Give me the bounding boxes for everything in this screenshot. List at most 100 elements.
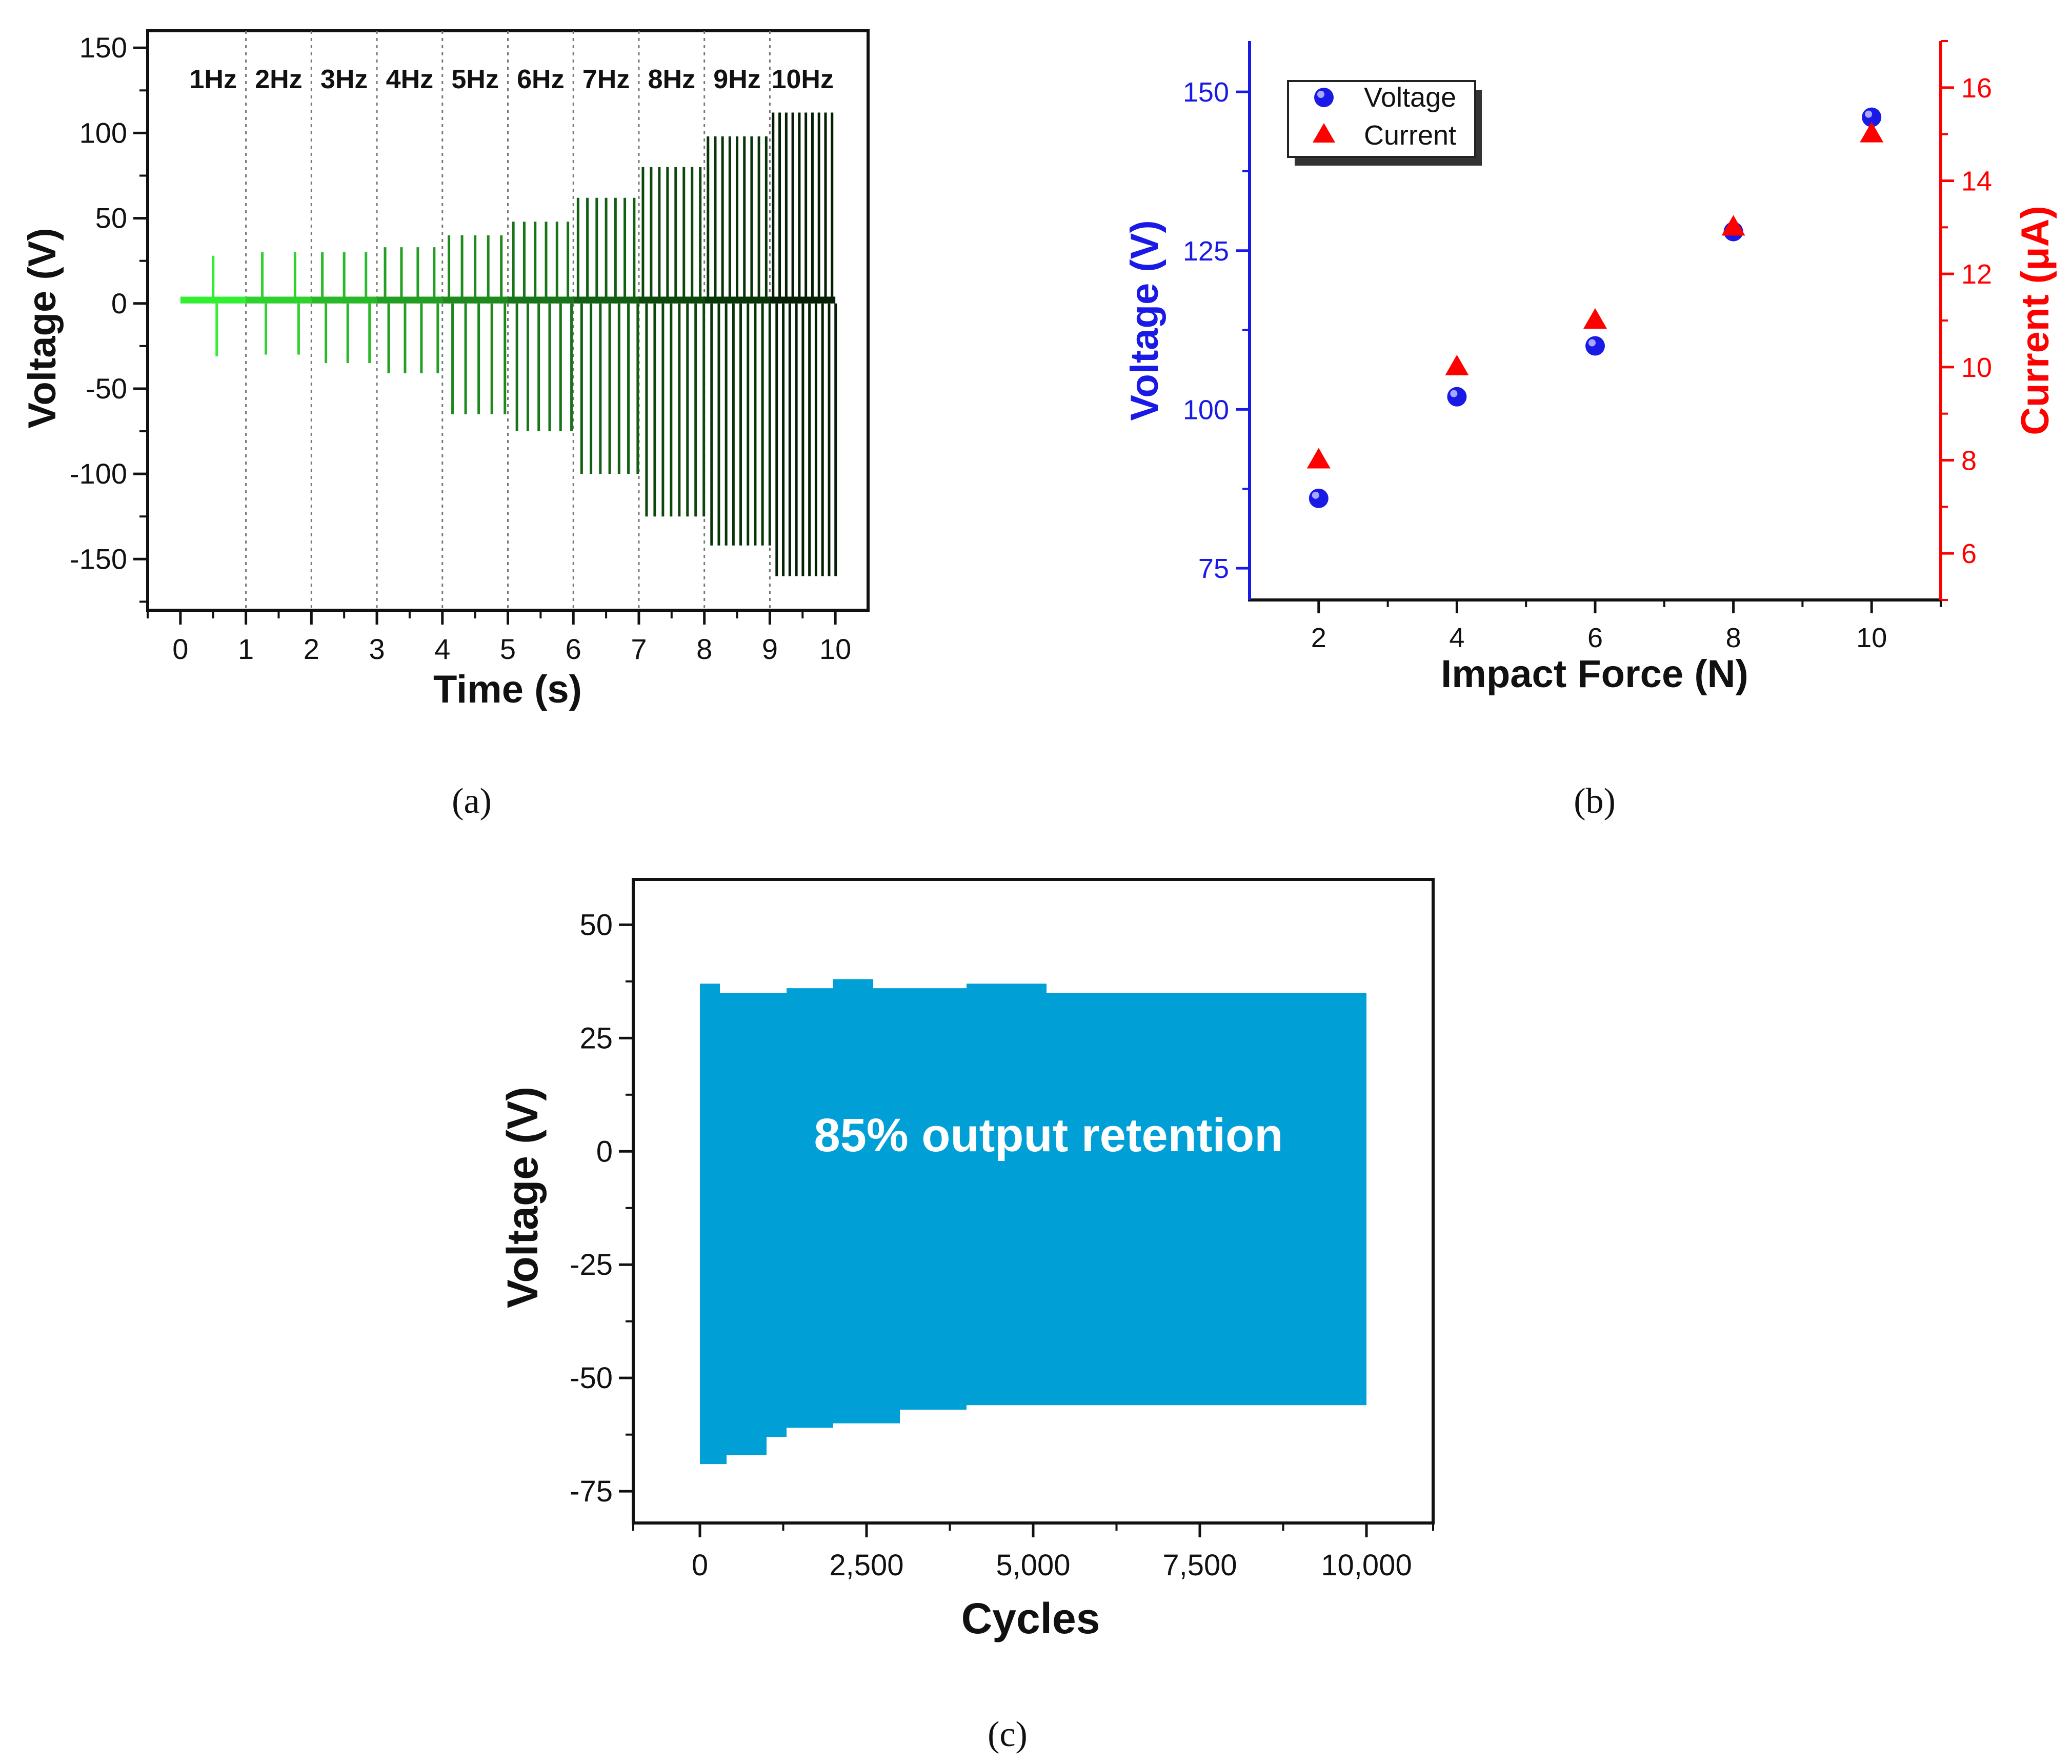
legend-current-marker [1313,123,1335,143]
panel-c-y-label: Voltage (V) [498,1087,547,1308]
x-tick-label: 4 [1449,623,1464,653]
panel-c-y-axis: -75 -50 -25 0 25 50 [570,908,633,1508]
current-point [1583,308,1607,329]
y-tick-label: 150 [79,31,127,64]
x-tick-label: 9 [762,633,778,665]
panel-a-frequency-labels: 1Hz 2Hz 3Hz 4Hz 5Hz 6Hz 7Hz 8Hz 9Hz 10Hz [189,65,833,94]
frequency-label: 3Hz [320,65,368,94]
right-y-tick-label: 14 [1961,166,1992,197]
voltage-point [1309,488,1329,508]
baseline-segment [246,296,312,304]
panel-a-caption: (a) [452,781,492,821]
right-y-tick-label: 8 [1961,446,1977,476]
x-tick-label: 7 [631,633,647,665]
x-tick-label: 2 [304,633,319,665]
panel-b-data-points [1306,107,1884,508]
x-tick-label: 10,000 [1321,1549,1412,1582]
y-tick-label: -50 [86,372,127,405]
y-tick-label: -25 [570,1248,613,1281]
y-tick-label: -75 [570,1475,613,1508]
frequency-label: 9Hz [713,65,760,94]
x-tick-label: 0 [692,1549,708,1582]
panel-c-annotation: 85% output retention [814,1109,1283,1161]
x-tick-label: 3 [369,633,385,665]
panel-b-left-y-axis: 75 100 125 150 [1183,41,1251,600]
frequency-label: 4Hz [386,65,433,94]
voltage-point-highlight [1312,491,1319,499]
frequency-label: 2Hz [255,65,302,94]
panel-a-x-axis: 0 1 2 3 4 5 6 7 8 9 10 [147,610,851,665]
right-y-tick-label: 6 [1961,538,1977,569]
x-tick-label: 4 [434,633,450,665]
panel-a-y-label: Voltage (V) [21,228,64,428]
panel-a-y-axis: -150 -100 -50 0 50 100 150 [70,31,148,603]
current-point [1445,354,1469,375]
panel-b-caption: (b) [1574,781,1616,821]
frequency-label: 6Hz [517,65,564,94]
right-y-tick-label: 16 [1961,73,1992,104]
x-tick-label: 2,500 [829,1549,903,1582]
y-tick-label: -50 [570,1361,613,1395]
panel-b-legend: Voltage Current [1287,80,1482,166]
x-tick-label: 6 [566,633,581,665]
panel-b-x-axis: 2 4 6 8 10 [1311,600,1942,653]
frequency-label: 8Hz [648,65,695,94]
x-tick-label: 5 [500,633,516,665]
y-tick-label: -150 [70,543,127,575]
x-tick-label: 2 [1311,623,1326,653]
left-y-tick-label: 125 [1183,236,1229,267]
panel-a-frequency-dividers [245,31,771,610]
frequency-label: 5Hz [451,65,498,94]
panel-b-right-y-axis: 6 8 10 12 14 16 [1939,40,1992,601]
frequency-label: 10Hz [772,65,834,94]
voltage-point [1447,387,1467,407]
y-tick-label: 100 [79,116,127,149]
left-y-tick-label: 100 [1183,394,1229,425]
frequency-label: 1Hz [189,65,236,94]
voltage-point-highlight [1865,110,1873,118]
current-point [1860,122,1884,143]
y-tick-label: 0 [111,287,127,319]
panel-b-right-y-label: Current (μA) [2014,206,2057,435]
panel-a-voltage-vs-time: 1Hz 2Hz 3Hz 4Hz 5Hz 6Hz 7Hz 8Hz 9Hz 10Hz 0 1 2 3 4 5 6 7… [21,29,870,821]
x-tick-label: 0 [172,633,188,665]
panel-a-voltage-trace [180,112,837,576]
y-tick-label: 25 [579,1021,613,1055]
x-tick-label: 8 [696,633,712,665]
voltage-point-highlight [1588,339,1596,347]
x-tick-label: 1 [238,633,254,665]
legend-current-label: Current [1364,120,1456,151]
x-tick-label: 10 [819,633,851,665]
baseline-segment [638,296,705,304]
y-tick-label: 50 [579,908,613,941]
y-tick-label: -100 [70,457,127,490]
panel-c-caption: (c) [988,1715,1028,1754]
panel-b-voltage-current-vs-force: 2 4 6 8 10 75 100 125 150 6 8 10 12 14 16 Voltage Cu… [1123,40,2057,821]
y-tick-label: 50 [95,202,127,234]
baseline-segment [508,296,574,304]
voltage-point-highlight [1450,390,1458,397]
panel-c-voltage-vs-cycles: 0 2,500 5,000 7,500 10,000 -75 -50 -25 0 25 50 85… [498,878,1435,1754]
x-tick-label: 8 [1726,623,1741,653]
left-y-tick-label: 150 [1183,77,1229,108]
panel-a-x-label: Time (s) [433,668,582,711]
baseline-segment [377,296,442,304]
x-tick-label: 5,000 [996,1549,1070,1582]
x-tick-label: 6 [1587,623,1603,653]
voltage-point [1585,336,1605,356]
current-point [1306,448,1331,469]
panel-c-x-axis: 0 2,500 5,000 7,500 10,000 [632,1523,1434,1582]
legend-voltage-marker [1314,88,1334,107]
panel-b-left-y-label: Voltage (V) [1123,220,1166,420]
x-tick-label: 10 [1856,623,1887,653]
left-y-tick-label: 75 [1198,553,1229,584]
panel-c-cycle-signal-band [700,979,1366,1465]
legend-voltage-label: Voltage [1364,82,1456,113]
right-y-tick-label: 12 [1961,259,1992,290]
x-tick-label: 7,500 [1162,1549,1237,1582]
legend-voltage-marker-highlight [1317,91,1324,98]
panel-b-x-label: Impact Force (N) [1441,652,1748,696]
y-tick-label: 0 [596,1135,613,1168]
frequency-label: 7Hz [582,65,630,94]
